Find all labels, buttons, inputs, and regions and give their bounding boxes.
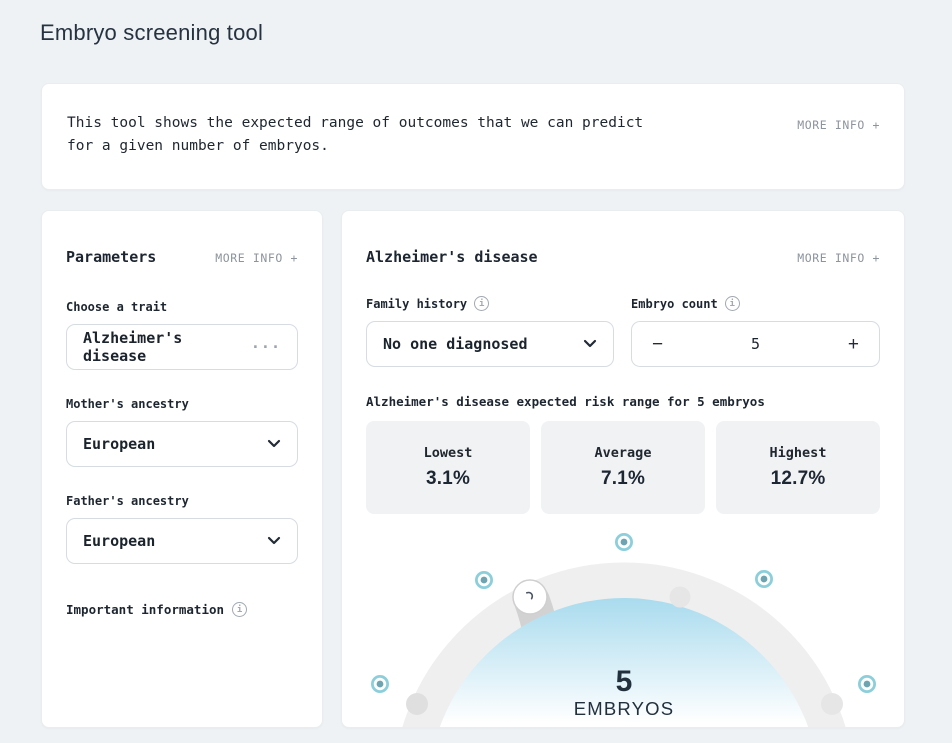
- stat-value: 12.7%: [770, 468, 826, 489]
- info-icon[interactable]: i: [724, 296, 740, 311]
- stat-value: 7.1%: [600, 468, 646, 489]
- gauge-dome: [439, 598, 809, 727]
- father-ancestry-select[interactable]: European: [66, 518, 298, 564]
- stat-card-lowest: Lowest 3.1%: [366, 421, 530, 514]
- embryo-gauge: 5 EMBRYOS: [371, 533, 876, 727]
- ring-dot: [406, 693, 428, 715]
- stat-card-highest: Highest 12.7%: [716, 421, 880, 514]
- father-ancestry-value: European: [83, 532, 156, 550]
- gauge-center-value: 5: [616, 665, 633, 698]
- chevron-down-icon: [267, 435, 281, 453]
- stat-value: 3.1%: [425, 468, 471, 489]
- embryo-marker-dot: [371, 675, 389, 693]
- family-history-value: No one diagnosed: [383, 335, 528, 353]
- trait-value: Alzheimer's disease: [83, 329, 183, 365]
- stat-label: Highest: [769, 445, 827, 461]
- embryo-count-value: 5: [750, 335, 761, 353]
- trait-result-card: Alzheimer's disease MORE INFO + Family h…: [341, 210, 905, 728]
- trait-label: Choose a trait: [66, 300, 168, 314]
- decrement-button[interactable]: −: [646, 333, 669, 356]
- embryo-marker-dot: [858, 675, 876, 693]
- increment-button[interactable]: +: [842, 333, 865, 356]
- important-information-label: Important information: [66, 602, 225, 617]
- parameters-card-header: Parameters MORE INFO +: [66, 248, 298, 266]
- intro-card: This tool shows the expected range of ou…: [41, 83, 905, 190]
- mother-ancestry-select[interactable]: European: [66, 421, 298, 467]
- mother-ancestry-label: Mother's ancestry: [66, 397, 189, 411]
- embryo-count-field: Embryo count i − 5 +: [631, 296, 880, 367]
- knob-glyph: [526, 591, 534, 600]
- info-icon[interactable]: i: [232, 602, 248, 617]
- embryo-count-label: Embryo count: [631, 296, 718, 311]
- page-title: Embryo screening tool: [40, 20, 264, 45]
- trait-card-heading: Alzheimer's disease: [366, 248, 538, 266]
- trait-input[interactable]: Alzheimer's disease ···: [66, 324, 298, 370]
- main-columns: Parameters MORE INFO + Choose a trait Al…: [41, 210, 952, 728]
- chevron-down-icon: [267, 532, 281, 550]
- ellipsis-icon[interactable]: ···: [250, 338, 281, 356]
- gauge-ring: [402, 562, 846, 727]
- chevron-down-icon: [583, 335, 597, 353]
- important-information-row[interactable]: Important information i: [66, 602, 298, 617]
- trait-controls-row: Family history i No one diagnosed Embryo…: [366, 296, 880, 367]
- father-ancestry-label: Father's ancestry: [66, 494, 189, 508]
- parameters-heading: Parameters: [66, 248, 157, 266]
- embryo-count-label-row: Embryo count i: [631, 296, 880, 311]
- embryo-marker-dot: [475, 571, 493, 589]
- mother-ancestry-value: European: [83, 435, 156, 453]
- trait-field: Choose a trait Alzheimer's disease ···: [66, 300, 298, 370]
- ring-dot: [669, 586, 691, 608]
- family-history-label: Family history: [366, 296, 468, 311]
- risk-range-heading: Alzheimer's disease expected risk range …: [366, 394, 765, 409]
- trait-more-info-button[interactable]: MORE INFO +: [797, 251, 880, 265]
- parameters-more-info-button[interactable]: MORE INFO +: [215, 251, 298, 265]
- parameters-card: Parameters MORE INFO + Choose a trait Al…: [41, 210, 323, 728]
- risk-stats-row: Lowest 3.1% Average 7.1% Highest 12.7%: [366, 421, 880, 514]
- ring-dot: [821, 693, 843, 715]
- stat-label: Average: [594, 445, 652, 461]
- embryo-count-stepper: − 5 +: [631, 321, 880, 367]
- embryo-marker-dot: [615, 533, 633, 551]
- father-ancestry-field: Father's ancestry European: [66, 494, 298, 564]
- family-history-field: Family history i No one diagnosed: [366, 296, 614, 367]
- trait-card-header: Alzheimer's disease MORE INFO +: [366, 248, 880, 266]
- intro-more-info-button[interactable]: MORE INFO +: [797, 118, 880, 132]
- stat-card-average: Average 7.1%: [541, 421, 705, 514]
- family-history-select[interactable]: No one diagnosed: [366, 321, 614, 367]
- stat-label: Lowest: [423, 445, 473, 461]
- family-history-label-row: Family history i: [366, 296, 614, 311]
- gauge-center-label: EMBRYOS: [574, 698, 675, 719]
- intro-text: This tool shows the expected range of ou…: [67, 115, 644, 154]
- info-icon[interactable]: i: [474, 296, 490, 311]
- embryo-marker-dot: [755, 570, 773, 588]
- gauge-knob[interactable]: [512, 579, 548, 615]
- mother-ancestry-field: Mother's ancestry European: [66, 397, 298, 467]
- embryo-screening-page: Embryo screening tool This tool shows th…: [0, 18, 952, 728]
